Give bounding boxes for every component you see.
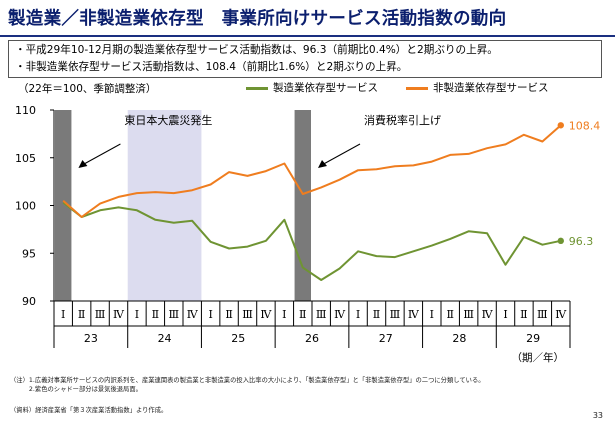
x-tick-label: Ⅲ [463, 308, 474, 321]
footnote-line: （注）1.広義対事業所サービスの内訳系列を、産業連関表の製造業と非製造業の投入比… [10, 377, 485, 384]
y-tick-label: 95 [22, 247, 36, 260]
source-note: （資料）経済産業省「第３次産業活動指数」より作成。 [10, 407, 168, 414]
x-tick-label: Ⅱ [520, 308, 527, 321]
annotation-label: 消費税率引上げ [364, 113, 441, 127]
x-tick-label: Ⅱ [373, 308, 380, 321]
y-tick-label: 100 [15, 200, 36, 213]
x-tick-label: Ⅱ [225, 308, 232, 321]
y-tick-label: 105 [15, 152, 36, 165]
y-tick-label: 90 [22, 295, 36, 308]
x-tick-label: Ⅱ [152, 308, 159, 321]
x-tick-label: Ⅱ [299, 308, 306, 321]
series-end-label-manufacturing: 96.3 [569, 235, 594, 248]
x-tick-label: Ⅳ [260, 308, 272, 321]
page-title: 製造業／非製造業依存型 事業所向けサービス活動指数の動向 [8, 9, 507, 29]
legend-swatch-non-manufacturing [406, 86, 428, 90]
annotation-label: 東日本大震災発生 [124, 113, 212, 127]
x-tick-label: Ⅳ [187, 308, 199, 321]
annotation-arrowhead [78, 160, 88, 168]
x-tick-label: Ⅰ [282, 308, 286, 321]
y-tick-label: 110 [15, 104, 36, 117]
x-year-label: 23 [84, 332, 98, 345]
annotation-arrow-line [80, 143, 121, 167]
x-tick-label: Ⅲ [316, 308, 327, 321]
legend-item-non-manufacturing: 非製造業依存型サービス [406, 81, 549, 95]
x-tick-label: Ⅰ [503, 308, 507, 321]
footnotes: （注）1.広義対事業所サービスの内訳系列を、産業連関表の製造業と非製造業の投入比… [10, 376, 600, 394]
summary-line: ・平成29年10-12月期の製造業依存型サービス活動指数は、96.3（前期比0.… [15, 44, 498, 56]
footnote-line: 2.紫色のシャドー部分は景気後退局面。 [10, 386, 142, 393]
x-tick-label: Ⅱ [78, 308, 85, 321]
x-tick-label: Ⅰ [430, 308, 434, 321]
x-tick-label: Ⅲ [242, 308, 253, 321]
legend-swatch-manufacturing [246, 86, 268, 90]
x-tick-label: Ⅰ [356, 308, 360, 321]
x-tick-label: Ⅱ [446, 308, 453, 321]
x-tick-label: Ⅰ [135, 308, 139, 321]
series-end-label-non_manufacturing: 108.4 [569, 119, 601, 132]
series-line-non_manufacturing [62, 124, 562, 218]
x-tick-label: Ⅳ [555, 308, 567, 321]
series-end-point-manufacturing [557, 237, 564, 245]
x-tick-label: Ⅳ [113, 308, 125, 321]
x-tick-label: Ⅳ [408, 308, 420, 321]
legend-label-non-manufacturing: 非製造業依存型サービス [433, 82, 549, 94]
title-divider [0, 35, 615, 37]
x-tick-label: Ⅲ [390, 308, 401, 321]
annotation-arrow-line [319, 143, 361, 167]
shaded-period [294, 110, 311, 301]
x-tick-label: Ⅳ [334, 308, 346, 321]
x-year-label: 29 [526, 332, 540, 345]
series-end-point-non_manufacturing [557, 122, 564, 129]
x-year-label: 27 [379, 332, 393, 345]
series-line-manufacturing [62, 201, 562, 281]
x-tick-label: Ⅲ [95, 308, 106, 321]
x-tick-label: Ⅰ [208, 308, 212, 321]
x-year-label: 26 [305, 332, 319, 345]
shaded-period [55, 110, 72, 301]
x-tick-label: Ⅲ [168, 308, 179, 321]
summary-box: ・平成29年10-12月期の製造業依存型サービス活動指数は、96.3（前期比0.… [8, 40, 602, 78]
summary-line: ・非製造業依存型サービス活動指数は、108.4（前期比1.6%）と2期ぶりの上昇… [15, 61, 408, 73]
x-year-label: 25 [231, 332, 245, 345]
unit-note: （22年＝100、季節調整済） [18, 83, 157, 95]
x-year-label: 28 [452, 332, 466, 345]
x-year-label: 24 [158, 332, 172, 345]
x-axis-label: （期／年） [512, 351, 565, 364]
legend-label-manufacturing: 製造業依存型サービス [273, 82, 378, 94]
x-tick-label: Ⅰ [61, 308, 65, 321]
x-tick-label: Ⅲ [537, 308, 548, 321]
annotation-arrowhead [318, 160, 327, 168]
shaded-period [127, 110, 202, 301]
legend-item-manufacturing: 製造業依存型サービス [246, 81, 378, 95]
x-tick-label: Ⅳ [482, 308, 494, 321]
page-number: 33 [592, 411, 603, 420]
